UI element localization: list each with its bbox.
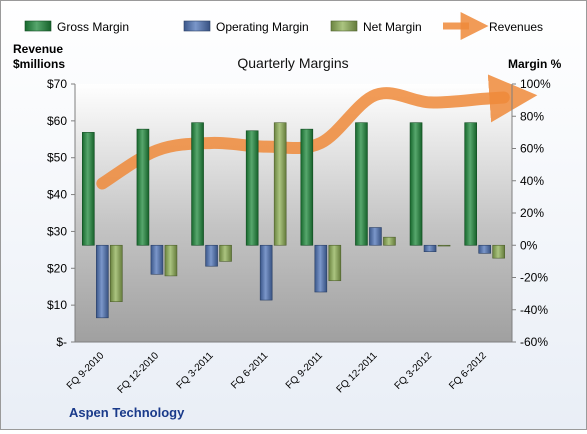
net-margin-bar-fq-12-2010	[164, 244, 178, 277]
right-axis-tick-label: -40%	[520, 303, 548, 317]
left-axis-tick-label: $20	[47, 261, 67, 275]
left-axis-tick-label: $60	[47, 114, 67, 128]
operating-margin-bar-fq-9-2011	[314, 244, 328, 293]
gross-margin-bar-fq-9-2011	[300, 128, 314, 246]
gross-margin-bar-fq-3-2011	[191, 122, 204, 246]
right-axis-label: Margin %	[508, 57, 562, 71]
revenues-legend-label: Revenues	[489, 20, 543, 34]
net-margin-bar-fq-3-2011	[219, 244, 232, 262]
x-tick-label-fq-6-2011: FQ 6-2011	[229, 350, 270, 391]
x-tick-label-fq-9-2010: FQ 9-2010	[65, 350, 107, 392]
right-axis-tick-label: 80%	[520, 109, 544, 123]
right-axis-tick-label: 20%	[520, 206, 544, 220]
right-axis-tick-label: -60%	[520, 335, 548, 349]
net-margin-bar-fq-9-2010	[110, 244, 123, 302]
net-margin-bar-fq-12-2011	[383, 236, 396, 246]
net-margin-bar-fq-6-2011	[273, 122, 287, 246]
revenues-point-fq-6-2011	[265, 145, 268, 148]
gross-margin-bar-fq-3-2012	[409, 122, 423, 246]
x-tick-label-fq-12-2011: FQ 12-2011	[335, 350, 380, 395]
revenues-point-fq-9-2010	[101, 182, 104, 185]
right-axis-tick-label: 100%	[520, 77, 551, 91]
x-tick-label-fq-6-2012: FQ 6-2012	[447, 350, 489, 392]
right-axis-tick-label: -20%	[520, 271, 548, 285]
gross-margin-bar-fq-6-2011	[245, 130, 259, 246]
left-axis-tick-label: $-	[56, 335, 67, 349]
x-tick-label-fq-12-2010: FQ 12-2010	[116, 350, 162, 396]
left-axis-tick-label: $70	[47, 77, 67, 91]
revenues-point-fq-3-2011	[210, 141, 213, 144]
right-axis-tick-label: 0%	[520, 238, 538, 252]
chart-title: Quarterly Margins	[237, 55, 348, 71]
x-tick-label-fq-9-2011: FQ 9-2011	[284, 350, 325, 391]
gross-margin-bar-fq-9-2010	[82, 132, 95, 246]
gross-margin-bar-fq-12-2010	[136, 128, 150, 246]
net-margin-legend-swatch	[330, 20, 358, 32]
operating-margin-legend-swatch	[183, 20, 211, 32]
revenues-point-fq-3-2012	[429, 101, 432, 104]
gross-margin-bar-fq-6-2012	[464, 122, 477, 246]
left-axis-tick-label: $30	[47, 224, 67, 238]
net-margin-bar-fq-6-2012	[492, 244, 505, 259]
net-margin-bar-fq-9-2011	[328, 244, 342, 282]
operating-margin-bar-fq-12-2011	[369, 227, 382, 246]
revenues-point-fq-6-2012	[483, 97, 486, 100]
left-axis-label-line-1: Revenue	[13, 42, 63, 56]
chart-subtitle: Aspen Technology	[69, 405, 185, 420]
gross-margin-bar-fq-12-2011	[355, 122, 368, 246]
operating-margin-bar-fq-6-2012	[478, 244, 491, 254]
operating-margin-legend-label: Operating Margin	[216, 20, 309, 34]
gross-margin-legend-label: Gross Margin	[57, 20, 129, 34]
left-axis-tick-label: $10	[47, 298, 67, 312]
x-tick-label-fq-3-2011: FQ 3-2011	[175, 350, 216, 391]
revenues-point-fq-9-2011	[319, 141, 322, 144]
right-axis-tick-label: 60%	[520, 142, 544, 156]
left-axis-tick-label: $50	[47, 151, 67, 165]
revenues-line	[96, 74, 538, 190]
operating-margin-bar-fq-6-2011	[259, 244, 273, 301]
operating-margin-bar-fq-9-2010	[96, 244, 109, 319]
operating-margin-bar-fq-12-2010	[150, 244, 164, 275]
operating-margin-bar-fq-3-2012	[423, 244, 437, 252]
revenues-point-fq-12-2011	[374, 94, 377, 97]
revenues-point-fq-12-2010	[155, 149, 158, 152]
left-axis-tick-label: $40	[47, 188, 67, 202]
operating-margin-bar-fq-3-2011	[205, 244, 218, 267]
x-tick-label-fq-3-2012: FQ 3-2012	[393, 350, 435, 392]
gross-margin-legend-swatch	[24, 20, 52, 32]
left-axis-label-line-2: $millions	[13, 57, 65, 71]
right-axis-tick-label: 40%	[520, 174, 544, 188]
net-margin-bar-fq-3-2012	[437, 244, 451, 247]
net-margin-legend-label: Net Margin	[363, 20, 422, 34]
